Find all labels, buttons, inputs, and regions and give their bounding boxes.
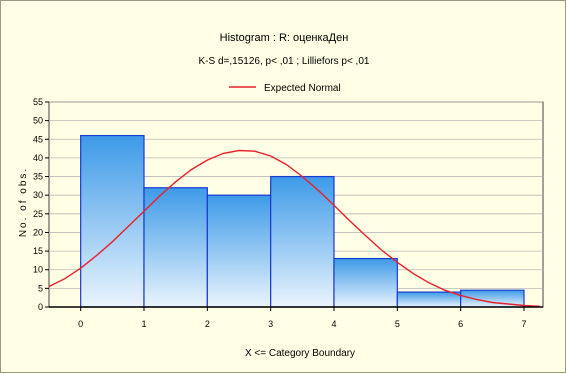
y-tick-label: 25 [33,209,43,219]
y-tick-label: 55 [33,97,43,107]
y-tick-label: 50 [33,116,43,126]
x-axis-ticks: 0 1 2 3 4 5 6 7 [78,307,527,329]
chart-subtitle: K-S d=,15126, p< ,01 ; Lilliefors p< ,01 [199,56,370,67]
y-axis-label: No. of obs. [18,167,29,237]
histogram-bar [206,194,272,308]
histogram-bar [143,187,208,308]
x-tick-label: 0 [78,319,83,329]
histogram-bar [333,257,398,308]
y-tick-label: 5 [38,283,43,293]
histogram-bars [80,134,525,308]
x-tick-label: 3 [268,319,273,329]
y-tick-label: 20 [33,227,43,237]
y-tick-label: 35 [33,172,43,182]
expected-normal-curve [48,149,540,307]
y-axis-ticks: 0 5 10 15 20 25 30 35 40 45 50 55 [33,97,49,312]
x-tick-label: 6 [458,319,463,329]
y-tick-label: 45 [33,134,43,144]
y-tick-label: 15 [33,246,43,256]
y-tick-label: 40 [33,153,43,163]
x-axis-label: X <= Category Boundary [245,348,355,359]
x-tick-label: 5 [395,319,400,329]
legend: Expected Normal [229,83,341,94]
histogram-bar [396,291,462,308]
y-tick-label: 30 [33,190,43,200]
x-tick-label: 2 [205,319,210,329]
x-tick-label: 1 [141,319,146,329]
legend-label: Expected Normal [264,83,341,94]
chart-title: Histogram : R: оценкаДен [220,32,349,44]
x-tick-label: 4 [331,319,336,329]
y-tick-label: 0 [38,302,43,312]
y-tick-label: 10 [33,265,43,275]
x-tick-label: 7 [521,319,526,329]
